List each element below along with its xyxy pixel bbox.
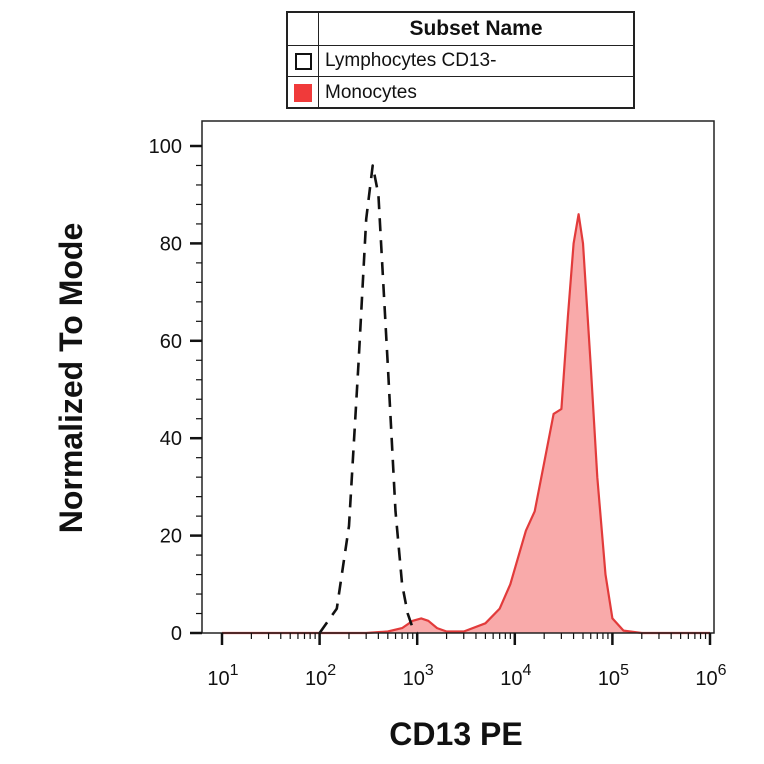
x-tick-label: 101 [207, 662, 238, 690]
legend-header-swatch-cell [288, 13, 319, 45]
x-tick-label: 104 [500, 662, 531, 690]
y-tick-label: 40 [160, 428, 182, 450]
y-axis-label: Normalized To Mode [53, 223, 89, 534]
y-tick-label: 0 [171, 623, 182, 645]
series-line-monocytes [222, 213, 710, 635]
legend-label-monocytes: Monocytes [325, 81, 417, 103]
legend-label-lymphocytes: Lymphocytes CD13- [325, 50, 497, 71]
y-tick-label: 100 [149, 136, 182, 158]
y-tick-label: 80 [160, 233, 182, 255]
series-area-monocytes [222, 214, 710, 633]
y-tick-label: 20 [160, 526, 182, 548]
x-tick-label: 105 [598, 662, 629, 690]
plot-frame [201, 120, 715, 634]
legend-swatch-lymphocytes [294, 52, 312, 70]
legend-item-lymphocytes: Lymphocytes CD13- [288, 46, 633, 77]
legend-title: Subset Name [409, 17, 543, 40]
legend-header: Subset Name [288, 13, 633, 46]
legend-item-monocytes: Monocytes [288, 77, 633, 108]
legend-swatch-monocytes [294, 83, 312, 102]
axes-layer: 0 20 40 60 80 100 101 102 103 104 105 106 [149, 136, 727, 690]
x-tick-label: 106 [695, 662, 726, 690]
x-tick-label: 103 [403, 662, 434, 690]
x-axis-label: CD13 PE [389, 716, 522, 752]
x-tick-label: 102 [305, 662, 336, 690]
series-line-lymphocytes [318, 164, 419, 634]
series-layer [222, 164, 710, 635]
legend: Subset Name Lymphocytes CD13- Monocytes [286, 11, 635, 109]
y-tick-label: 60 [160, 331, 182, 353]
